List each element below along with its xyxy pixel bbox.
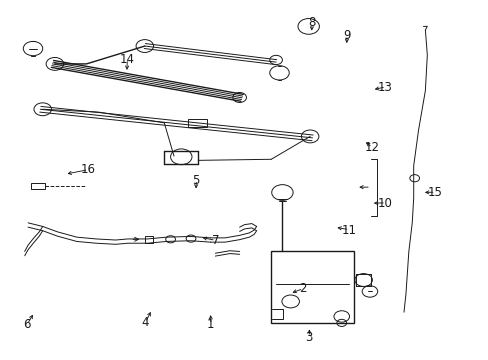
Text: 10: 10 xyxy=(377,197,392,210)
Text: 5: 5 xyxy=(192,174,199,186)
Text: 13: 13 xyxy=(377,81,392,94)
Text: 12: 12 xyxy=(364,141,379,154)
Bar xyxy=(30,183,45,189)
Text: 4: 4 xyxy=(141,316,148,329)
Text: 1: 1 xyxy=(206,318,214,331)
Text: 3: 3 xyxy=(305,331,312,344)
Text: 7: 7 xyxy=(211,234,219,247)
Text: 2: 2 xyxy=(299,283,306,296)
Bar xyxy=(187,119,206,127)
Text: 14: 14 xyxy=(119,53,134,66)
Text: 15: 15 xyxy=(427,186,442,199)
Text: 6: 6 xyxy=(23,318,30,331)
Bar xyxy=(144,236,152,243)
Text: 16: 16 xyxy=(80,163,95,176)
Bar xyxy=(271,251,353,323)
Text: 11: 11 xyxy=(341,224,356,237)
Text: 9: 9 xyxy=(342,29,349,42)
Text: 8: 8 xyxy=(307,16,315,29)
